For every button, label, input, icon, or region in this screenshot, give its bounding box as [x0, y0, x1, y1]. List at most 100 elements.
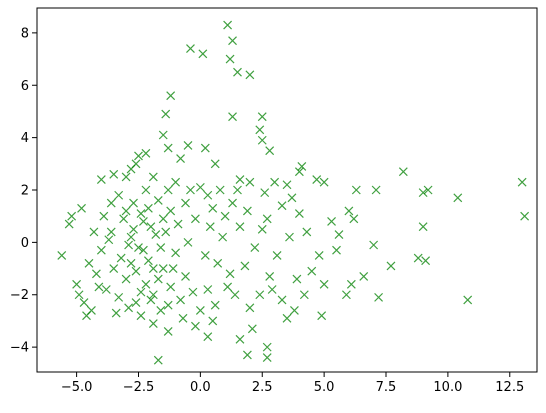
point — [242, 206, 252, 216]
point — [181, 198, 190, 208]
y-tick-label: 4 — [21, 131, 29, 146]
point — [158, 264, 168, 273]
point — [257, 112, 267, 122]
point — [89, 227, 99, 237]
point — [200, 143, 210, 153]
point — [116, 253, 126, 263]
point — [176, 154, 185, 164]
point — [262, 342, 272, 352]
x-tick-label: 5.0 — [314, 380, 335, 395]
point — [242, 350, 252, 360]
x-tick-label: 0.0 — [190, 380, 211, 395]
point — [223, 282, 233, 292]
point — [143, 203, 153, 213]
plot-frame — [36, 7, 538, 373]
point — [520, 211, 530, 221]
point — [314, 251, 324, 260]
point — [218, 232, 228, 242]
point — [215, 185, 225, 195]
point — [94, 282, 104, 292]
x-tick-label: −5.0 — [61, 380, 93, 395]
point — [225, 54, 235, 64]
y-tick-label: 8 — [21, 26, 29, 41]
point — [210, 159, 220, 169]
point — [285, 232, 294, 242]
point — [272, 251, 282, 260]
point — [255, 290, 265, 300]
point — [319, 279, 329, 289]
y-tick-label: −2 — [10, 288, 29, 303]
point — [151, 230, 161, 239]
point — [77, 203, 86, 213]
point — [282, 180, 292, 190]
point — [319, 177, 329, 187]
point — [183, 141, 193, 150]
point — [57, 251, 67, 260]
point — [161, 109, 171, 119]
point — [287, 193, 297, 203]
point — [176, 295, 185, 305]
point — [96, 175, 106, 184]
point — [190, 321, 200, 331]
point — [208, 316, 218, 326]
point — [109, 264, 119, 273]
point — [233, 67, 242, 77]
point — [517, 177, 527, 187]
point — [255, 125, 265, 135]
point — [153, 355, 163, 365]
point — [257, 135, 267, 145]
point — [245, 70, 255, 80]
point — [134, 151, 143, 161]
point — [101, 285, 111, 294]
point — [190, 214, 200, 224]
point — [265, 271, 275, 281]
point — [91, 269, 101, 279]
point — [173, 219, 183, 229]
point — [131, 266, 141, 276]
point — [171, 248, 181, 258]
point — [213, 258, 223, 268]
point — [158, 130, 168, 140]
point — [290, 306, 299, 315]
point — [277, 201, 287, 211]
point — [398, 167, 408, 177]
point — [317, 311, 327, 321]
point — [332, 245, 341, 255]
point — [153, 196, 163, 205]
point — [374, 292, 384, 302]
point — [265, 146, 275, 156]
point — [186, 44, 195, 54]
point — [463, 295, 473, 305]
point — [351, 185, 361, 195]
point — [195, 306, 205, 315]
point — [203, 332, 213, 342]
point — [386, 261, 396, 271]
point — [230, 290, 240, 300]
x-tick-label: 2.5 — [252, 380, 273, 395]
point — [297, 162, 307, 171]
point — [126, 258, 136, 268]
point — [84, 258, 94, 268]
point — [344, 206, 354, 216]
point — [294, 167, 304, 177]
point — [106, 227, 116, 237]
point — [421, 256, 431, 266]
point — [136, 287, 146, 297]
point — [223, 20, 233, 30]
point — [106, 198, 116, 208]
point — [418, 188, 428, 198]
point — [126, 232, 136, 242]
point — [294, 209, 304, 218]
point — [156, 243, 166, 253]
point — [183, 237, 193, 247]
y-tick-label: −4 — [10, 341, 29, 356]
point — [257, 224, 267, 234]
point — [262, 353, 272, 363]
point — [64, 219, 74, 229]
point — [146, 295, 156, 305]
point — [131, 159, 141, 169]
point — [267, 285, 277, 294]
point — [277, 295, 287, 305]
point — [186, 185, 195, 195]
point — [114, 190, 124, 200]
